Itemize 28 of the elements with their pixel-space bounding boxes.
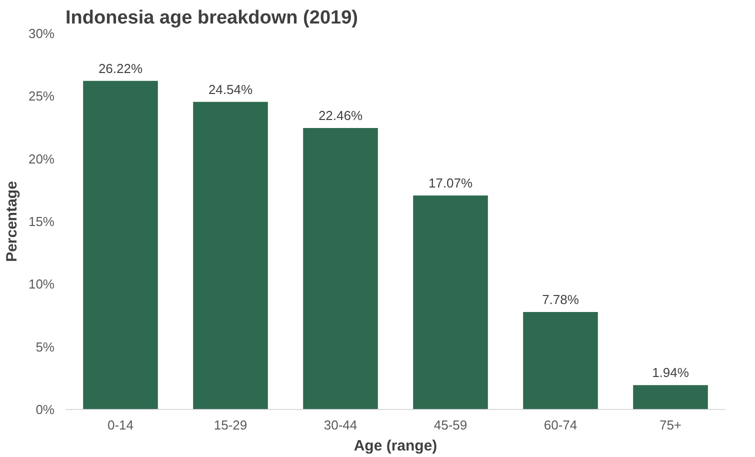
y-tick-label: 15% (28, 214, 55, 229)
bar (523, 312, 598, 410)
data-label: 22.46% (318, 108, 363, 123)
data-label: 26.22% (98, 60, 143, 76)
y-tick-label: 10% (28, 276, 55, 292)
y-tick-label: 5% (36, 339, 55, 354)
data-label: 24.54% (208, 82, 253, 97)
bar (83, 80, 158, 410)
bar (193, 102, 268, 410)
x-tick-label: 30-44 (324, 418, 358, 432)
y-tick-label: 30% (28, 26, 55, 41)
bar (303, 128, 378, 410)
x-tick-label: 60-74 (544, 418, 578, 432)
bar (633, 385, 708, 410)
y-tick-label: 25% (28, 88, 55, 104)
x-tick-label: 0-14 (107, 418, 134, 432)
chart-title: Indonesia age breakdown (2019) (66, 8, 358, 28)
x-axis-title: Age (range) (354, 438, 438, 454)
data-label: 1.94% (652, 365, 690, 380)
x-tick-label: 45-59 (434, 418, 468, 432)
y-tick-label: 20% (28, 151, 55, 166)
data-label: 7.78% (542, 292, 580, 307)
y-axis-title: Percentage (3, 181, 20, 262)
bar (413, 196, 488, 410)
y-tick-label: 0% (36, 402, 55, 417)
x-tick-label: 15-29 (214, 418, 248, 432)
data-label: 17.07% (428, 176, 473, 191)
x-tick-label: 75+ (659, 418, 682, 432)
